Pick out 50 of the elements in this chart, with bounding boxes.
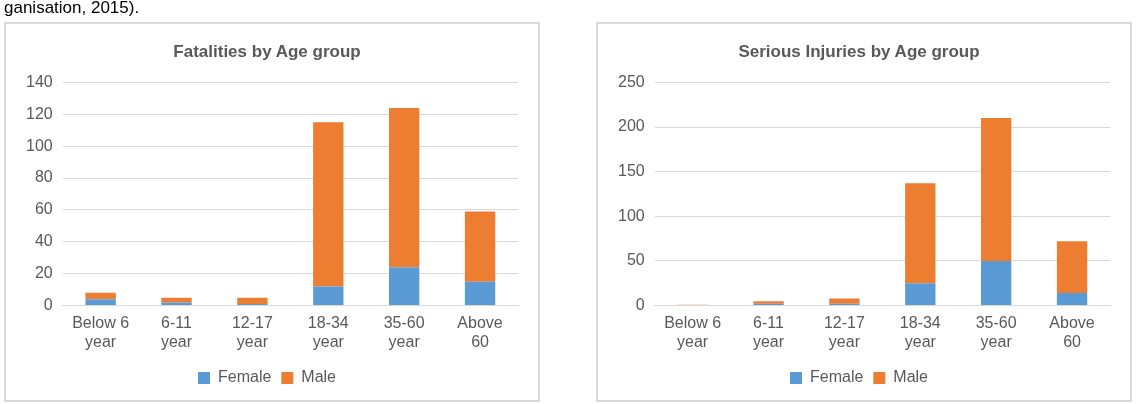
x-tick-label: 18-34 year [307, 313, 349, 350]
bar [905, 283, 936, 306]
y-tick-label: 50 [626, 251, 645, 269]
bar [981, 118, 1012, 261]
y-tick-label: 120 [25, 104, 53, 122]
y-tick-label: 60 [34, 200, 53, 218]
bar [981, 260, 1012, 306]
y-tick-label: 0 [635, 296, 645, 314]
legend-label: Female [217, 368, 272, 386]
bar [161, 302, 192, 306]
chart-title: Fatalities by Age group [173, 41, 361, 61]
x-tick-label: 18-34 year [899, 313, 941, 350]
x-tick-label: Above 60 [457, 313, 503, 350]
bar [389, 107, 420, 268]
bar [1056, 241, 1088, 294]
x-tick-label: Above 60 [1049, 313, 1095, 350]
x-tick-label: 35-60 year [383, 313, 425, 350]
bar [829, 298, 860, 304]
chart-title: Serious Injuries by Age group [738, 41, 980, 61]
y-tick-label: 250 [617, 72, 645, 90]
bar [85, 292, 116, 300]
bar [464, 281, 496, 306]
bar [1056, 293, 1088, 306]
text: ganisation, 2015). [4, 0, 140, 18]
bar [464, 211, 496, 282]
y-tick-label: 40 [34, 232, 53, 250]
x-tick-label: 6-11 year [160, 313, 193, 350]
x-tick-label: 6-11 year [752, 313, 785, 350]
bar [313, 122, 344, 287]
x-tick-label: Below 6 year [72, 313, 130, 350]
legend-label: Male [893, 368, 929, 386]
x-tick-label: Below 6 year [664, 313, 722, 350]
y-tick-label: 100 [25, 136, 53, 154]
bar [313, 286, 344, 306]
y-tick-label: 200 [617, 117, 645, 135]
bar [237, 297, 268, 305]
y-tick-label: 140 [25, 72, 53, 90]
y-tick-label: 150 [617, 162, 645, 180]
y-tick-label: 80 [34, 168, 53, 186]
bar [389, 267, 420, 306]
legend-label: Male [301, 368, 337, 386]
y-tick-label: 20 [34, 264, 53, 282]
bar [85, 299, 116, 306]
legend-label: Female [809, 368, 864, 386]
x-tick-label: 12-17 year [231, 313, 273, 350]
x-tick-label: 12-17 year [823, 313, 865, 350]
bar [905, 183, 936, 284]
x-tick-label: 35-60 year [975, 313, 1017, 350]
y-tick-label: 100 [617, 206, 645, 224]
y-tick-label: 0 [43, 296, 53, 314]
